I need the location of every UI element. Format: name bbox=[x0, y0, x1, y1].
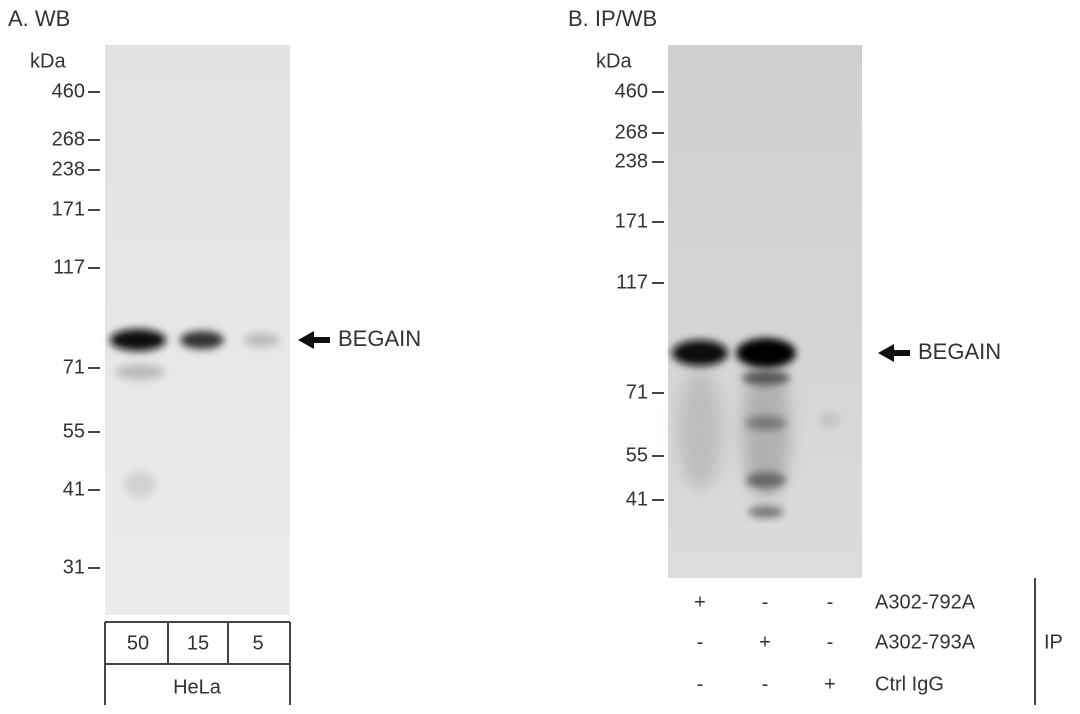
marker-label: 31 bbox=[63, 556, 85, 578]
marker-label: 238 bbox=[615, 150, 648, 172]
target-label: BEGAIN bbox=[338, 326, 421, 351]
sign: - bbox=[762, 591, 769, 613]
unit-label: kDa bbox=[596, 50, 632, 72]
sign: - bbox=[697, 673, 704, 695]
panel-label: A. WB bbox=[8, 6, 70, 31]
row-label: A302-792A bbox=[875, 591, 976, 613]
marker-label: 238 bbox=[52, 158, 85, 180]
lane-label: 50 bbox=[127, 632, 149, 654]
marker-label: 171 bbox=[52, 198, 85, 220]
marker-label: 55 bbox=[63, 420, 85, 442]
unit-label: kDa bbox=[30, 50, 66, 72]
sign: - bbox=[827, 631, 834, 653]
marker-label: 117 bbox=[53, 256, 85, 278]
marker-label: 171 bbox=[615, 210, 648, 232]
sign: + bbox=[694, 591, 706, 613]
sample-label: HeLa bbox=[173, 676, 222, 698]
row-label: A302-793A bbox=[875, 631, 976, 653]
group-label: IP bbox=[1044, 631, 1063, 653]
sign: - bbox=[762, 673, 769, 695]
panel-label: B. IP/WB bbox=[568, 6, 657, 31]
marker-label: 117 bbox=[616, 271, 648, 293]
row-label: Ctrl IgG bbox=[875, 673, 944, 695]
lane-box bbox=[104, 621, 291, 705]
marker-label: 41 bbox=[626, 488, 648, 510]
sign: - bbox=[697, 631, 704, 653]
target-label: BEGAIN bbox=[918, 339, 1001, 364]
sign: + bbox=[759, 631, 771, 653]
marker-label: 268 bbox=[52, 128, 85, 150]
sign: - bbox=[827, 591, 834, 613]
marker-label: 460 bbox=[52, 80, 85, 102]
lane-label: 5 bbox=[252, 632, 263, 654]
arrow bbox=[298, 331, 330, 349]
sign: + bbox=[824, 673, 836, 695]
lane-label: 15 bbox=[187, 632, 209, 654]
marker-label: 268 bbox=[615, 121, 648, 143]
marker-label: 55 bbox=[626, 444, 648, 466]
marker-label: 460 bbox=[615, 80, 648, 102]
marker-label: 41 bbox=[63, 478, 85, 500]
marker-label: 71 bbox=[626, 381, 648, 403]
arrow bbox=[878, 344, 910, 362]
marker-label: 71 bbox=[63, 356, 85, 378]
bands bbox=[110, 329, 842, 518]
